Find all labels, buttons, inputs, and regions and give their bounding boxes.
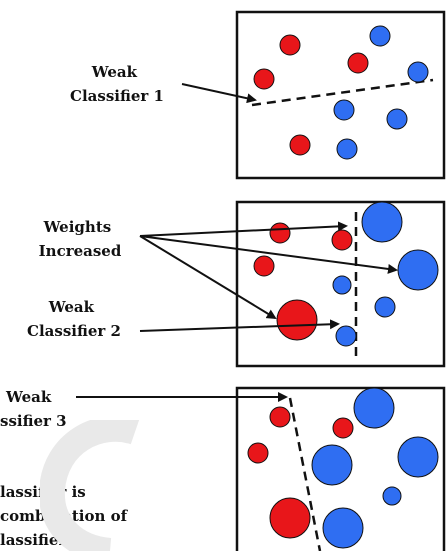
weak-classifier-2-line-1: Weak [48,298,95,316]
blue-point [333,99,355,121]
red-point [269,406,291,428]
blue-point [335,325,357,347]
blue-point-weighted [353,387,395,429]
decision-boundary-3 [288,397,322,551]
red-point [279,34,301,56]
weak-classifier-2-label: Weak Classifier 2 [27,298,121,340]
blue-point [369,25,391,47]
weights-increased-label: Weights Increased [39,218,122,260]
weak-classifier-1-line-2: Classifier 1 [70,87,164,105]
red-point-weighted [269,497,311,539]
blue-point-weighted [361,201,403,243]
blue-point [336,138,358,160]
panel-weak-classifier-1 [235,10,446,180]
red-point [332,417,354,439]
red-point [247,442,269,464]
arrow-classifier-2 [139,319,340,332]
blue-point [407,61,429,83]
blue-point-weighted [322,507,364,549]
arrow-classifier-1 [181,83,257,104]
blue-point [332,275,352,295]
watermark-logo-icon [40,420,140,551]
weak-classifier-1-label: Weak Classifier 1 [70,63,164,105]
blue-point-weighted [397,249,439,291]
weights-increased-line-2: Increased [39,242,122,260]
blue-point [382,486,402,506]
red-point [253,255,275,277]
red-point [331,229,353,251]
red-point-weighted [276,299,318,341]
red-point [347,52,369,74]
red-point [289,134,311,156]
blue-point-weighted [311,444,353,486]
weights-increased-line-1: Weights [43,218,112,236]
arrow-weights-2 [139,235,398,274]
weak-classifier-3-line-1: Weak [5,388,52,406]
arrow-weights-3 [139,235,277,320]
blue-point-weighted [397,436,439,478]
red-point [269,222,291,244]
arrow-weights-1 [139,221,348,237]
weak-classifier-2-line-2: Classifier 2 [27,322,121,340]
weak-classifier-1-line-1: Weak [91,63,138,81]
blue-point [374,296,396,318]
weak-classifier-3-label: Weak ssifier 3 [0,388,67,430]
panel-weak-classifier-3 [235,386,446,551]
red-point [253,68,275,90]
weak-classifier-3-line-2: ssifier 3 [0,412,67,430]
blue-point [386,108,408,130]
decision-boundary-1 [251,78,434,107]
